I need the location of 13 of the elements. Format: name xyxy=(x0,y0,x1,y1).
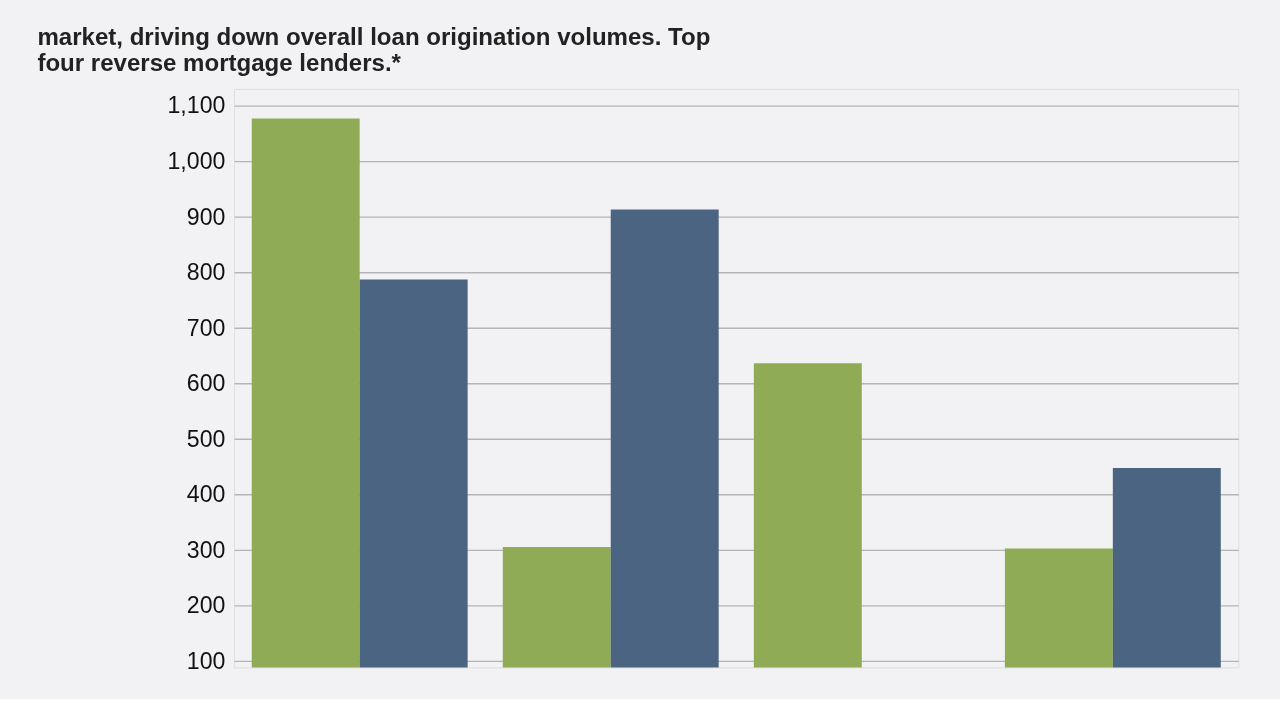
text: four reverse mortgage lenders.* xyxy=(37,49,401,77)
y-tick-label: 1,000 xyxy=(167,148,226,174)
y-tick-label: 300 xyxy=(186,536,226,563)
y-tick-label: 1,100 xyxy=(167,92,226,119)
y-tick-label: 900 xyxy=(186,203,226,230)
text: market, driving down overall loan origination volumes. Top xyxy=(37,23,711,51)
y-tick-label: 600 xyxy=(186,370,226,397)
y-tick-label: 200 xyxy=(186,592,226,619)
y-tick-label: 400 xyxy=(186,481,226,508)
y-tick-label: 800 xyxy=(186,259,226,286)
y-tick-label: 500 xyxy=(186,425,226,452)
y-tick-label: 100 xyxy=(186,647,226,674)
y-tick-label: 700 xyxy=(186,314,226,341)
